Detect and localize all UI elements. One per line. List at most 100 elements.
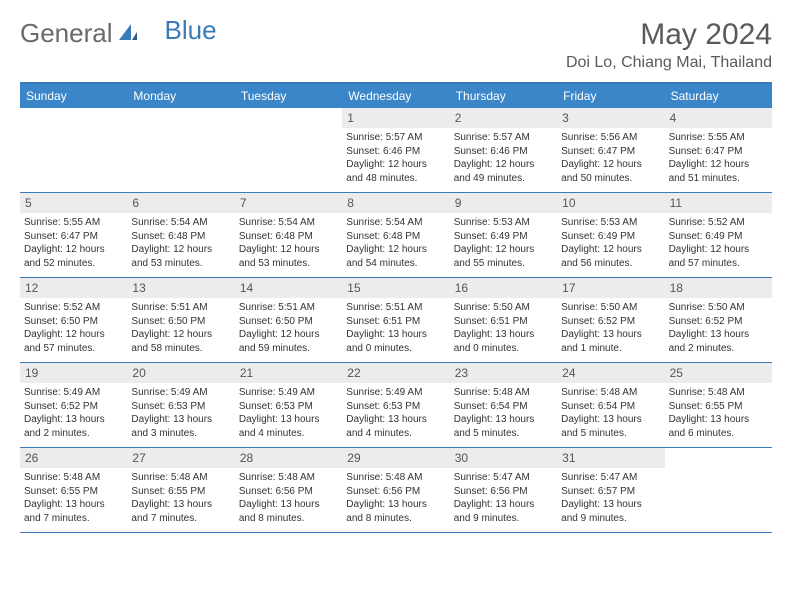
sunset-text: Sunset: 6:49 PM <box>454 230 553 244</box>
daylight-text-2: and 54 minutes. <box>346 257 445 271</box>
sunrise-text: Sunrise: 5:54 AM <box>131 216 230 230</box>
daylight-text-2: and 2 minutes. <box>669 342 768 356</box>
sunrise-text: Sunrise: 5:49 AM <box>239 386 338 400</box>
sunrise-text: Sunrise: 5:53 AM <box>454 216 553 230</box>
day-cell: 18Sunrise: 5:50 AMSunset: 6:52 PMDayligh… <box>665 278 772 362</box>
sunset-text: Sunset: 6:54 PM <box>454 400 553 414</box>
sunrise-text: Sunrise: 5:49 AM <box>131 386 230 400</box>
sunset-text: Sunset: 6:46 PM <box>454 145 553 159</box>
day-number: 3 <box>557 108 664 128</box>
day-header: Sunday <box>20 84 127 108</box>
daylight-text-1: Daylight: 12 hours <box>346 158 445 172</box>
sunset-text: Sunset: 6:52 PM <box>24 400 123 414</box>
sunset-text: Sunset: 6:56 PM <box>239 485 338 499</box>
day-number: 22 <box>342 363 449 383</box>
sunset-text: Sunset: 6:47 PM <box>561 145 660 159</box>
day-cell: 27Sunrise: 5:48 AMSunset: 6:55 PMDayligh… <box>127 448 234 532</box>
day-cell: 10Sunrise: 5:53 AMSunset: 6:49 PMDayligh… <box>557 193 664 277</box>
sunset-text: Sunset: 6:55 PM <box>131 485 230 499</box>
daylight-text-2: and 5 minutes. <box>561 427 660 441</box>
day-cell <box>20 108 127 192</box>
daylight-text-2: and 58 minutes. <box>131 342 230 356</box>
day-number: 16 <box>450 278 557 298</box>
daylight-text-1: Daylight: 13 hours <box>24 498 123 512</box>
sunset-text: Sunset: 6:50 PM <box>239 315 338 329</box>
day-cell: 17Sunrise: 5:50 AMSunset: 6:52 PMDayligh… <box>557 278 664 362</box>
daylight-text-1: Daylight: 13 hours <box>454 498 553 512</box>
daylight-text-2: and 53 minutes. <box>239 257 338 271</box>
day-header: Monday <box>127 84 234 108</box>
daylight-text-2: and 7 minutes. <box>131 512 230 526</box>
sunset-text: Sunset: 6:50 PM <box>131 315 230 329</box>
day-cell: 9Sunrise: 5:53 AMSunset: 6:49 PMDaylight… <box>450 193 557 277</box>
day-header-row: Sunday Monday Tuesday Wednesday Thursday… <box>20 84 772 108</box>
day-number: 25 <box>665 363 772 383</box>
daylight-text-2: and 1 minute. <box>561 342 660 356</box>
day-cell: 6Sunrise: 5:54 AMSunset: 6:48 PMDaylight… <box>127 193 234 277</box>
sunset-text: Sunset: 6:53 PM <box>239 400 338 414</box>
sunrise-text: Sunrise: 5:52 AM <box>24 301 123 315</box>
day-cell: 19 Sunrise: 5:49 AMSunset: 6:52 PMDayligh… <box>20 363 127 447</box>
day-cell: 21Sunrise: 5:49 AMSunset: 6:53 PMDayligh… <box>235 363 342 447</box>
daylight-text-2: and 4 minutes. <box>239 427 338 441</box>
daylight-text-1: Daylight: 13 hours <box>131 498 230 512</box>
daylight-text-2: and 2 minutes. <box>24 427 123 441</box>
daylight-text-2: and 4 minutes. <box>346 427 445 441</box>
day-number: 9 <box>450 193 557 213</box>
daylight-text-2: and 59 minutes. <box>239 342 338 356</box>
day-number: 29 <box>342 448 449 468</box>
day-number: 21 <box>235 363 342 383</box>
sunset-text: Sunset: 6:55 PM <box>669 400 768 414</box>
daylight-text-2: and 50 minutes. <box>561 172 660 186</box>
daylight-text-1: Daylight: 12 hours <box>24 243 123 257</box>
day-cell: 30 Sunrise: 5:47 AMSunset: 6:56 PMDayligh… <box>450 448 557 532</box>
daylight-text-1: Daylight: 12 hours <box>669 158 768 172</box>
logo-text-2: Blue <box>165 15 217 46</box>
sunset-text: Sunset: 6:49 PM <box>669 230 768 244</box>
daylight-text-2: and 9 minutes. <box>454 512 553 526</box>
day-cell: 22Sunrise: 5:49 AMSunset: 6:53 PMDayligh… <box>342 363 449 447</box>
day-cell: 13Sunrise: 5:51 AMSunset: 6:50 PMDayligh… <box>127 278 234 362</box>
daylight-text-2: and 3 minutes. <box>131 427 230 441</box>
sunset-text: Sunset: 6:49 PM <box>561 230 660 244</box>
sunset-text: Sunset: 6:51 PM <box>346 315 445 329</box>
sunrise-text: Sunrise: 5:56 AM <box>561 131 660 145</box>
sunset-text: Sunset: 6:56 PM <box>346 485 445 499</box>
daylight-text-2: and 5 minutes. <box>454 427 553 441</box>
sunrise-text: Sunrise: 5:47 AM <box>454 471 553 485</box>
week-row: 19Sunrise: 5:49 AMSunset: 6:52 PMDayligh… <box>20 363 772 448</box>
daylight-text-1: Daylight: 13 hours <box>24 413 123 427</box>
daylight-text-2: and 6 minutes. <box>669 427 768 441</box>
day-number: 18 <box>665 278 772 298</box>
daylight-text-1: Daylight: 12 hours <box>239 243 338 257</box>
day-number: 19 <box>20 363 127 383</box>
day-cell: 1Sunrise: 5:57 AMSunset: 6:46 PMDaylight… <box>342 108 449 192</box>
sunrise-text: Sunrise: 5:48 AM <box>131 471 230 485</box>
day-cell: 15Sunrise: 5:51 AMSunset: 6:51 PMDayligh… <box>342 278 449 362</box>
daylight-text-1: Daylight: 12 hours <box>454 158 553 172</box>
daylight-text-1: Daylight: 13 hours <box>131 413 230 427</box>
day-cell: 12Sunrise: 5:52 AMSunset: 6:50 PMDayligh… <box>20 278 127 362</box>
daylight-text-1: Daylight: 12 hours <box>24 328 123 342</box>
sunset-text: Sunset: 6:57 PM <box>561 485 660 499</box>
sunrise-text: Sunrise: 5:50 AM <box>669 301 768 315</box>
week-row: 26Sunrise: 5:48 AMSunset: 6:55 PMDayligh… <box>20 448 772 533</box>
day-cell: 20Sunrise: 5:49 AMSunset: 6:53 PMDayligh… <box>127 363 234 447</box>
daylight-text-1: Daylight: 12 hours <box>131 328 230 342</box>
daylight-text-1: Daylight: 13 hours <box>669 413 768 427</box>
week-row: 12Sunrise: 5:52 AMSunset: 6:50 PMDayligh… <box>20 278 772 363</box>
day-cell <box>665 448 772 532</box>
sunrise-text: Sunrise: 5:50 AM <box>561 301 660 315</box>
sunset-text: Sunset: 6:53 PM <box>346 400 445 414</box>
daylight-text-2: and 57 minutes. <box>669 257 768 271</box>
sunset-text: Sunset: 6:54 PM <box>561 400 660 414</box>
daylight-text-1: Daylight: 13 hours <box>346 328 445 342</box>
daylight-text-1: Daylight: 13 hours <box>346 498 445 512</box>
daylight-text-1: Daylight: 12 hours <box>346 243 445 257</box>
sunset-text: Sunset: 6:56 PM <box>454 485 553 499</box>
logo-sail-icon <box>117 18 139 49</box>
day-cell: 29Sunrise: 5:48 AMSunset: 6:56 PMDayligh… <box>342 448 449 532</box>
day-number: 30 <box>450 448 557 468</box>
logo-text-1: General <box>20 18 113 49</box>
sunrise-text: Sunrise: 5:49 AM <box>24 386 123 400</box>
